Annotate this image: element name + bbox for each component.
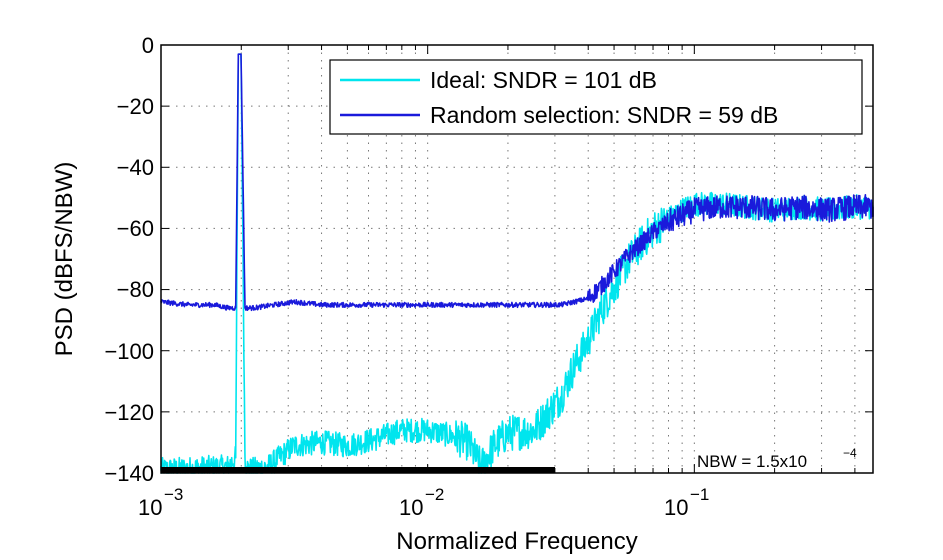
noise-floor-bar	[161, 467, 555, 473]
y-tick-label: −140	[104, 461, 154, 486]
x-tick-labels: 10 −3 10 −2 10 −1	[138, 485, 709, 520]
tick-marks	[160, 44, 873, 474]
nbw-exponent: −4	[843, 446, 857, 460]
legend-label-random: Random selection: SNDR = 59 dB	[430, 102, 778, 128]
y-tick-label: −60	[117, 216, 154, 241]
y-tick-labels: 0 −20 −40 −60 −80 −100 −120 −140	[104, 33, 154, 486]
y-tick-label: −100	[104, 339, 154, 364]
x-tick-label: 10	[138, 495, 162, 520]
y-tick-label: 0	[142, 33, 154, 58]
y-tick-label: −80	[117, 277, 154, 302]
x-tick-exponent: −3	[164, 485, 183, 504]
legend-label-ideal: Ideal: SNDR = 101 dB	[430, 67, 657, 93]
x-tick-label: 10	[399, 495, 423, 520]
y-tick-label: −40	[117, 155, 154, 180]
x-axis-title: Normalized Frequency	[396, 528, 637, 555]
series-lines	[160, 53, 874, 474]
x-tick-exponent: −2	[425, 485, 444, 504]
nbw-annotation: NBW = 1.5x10 −4	[697, 446, 857, 471]
plot-frame	[160, 44, 874, 474]
y-axis-title: PSD (dBFS/NBW)	[51, 162, 78, 357]
legend: Ideal: SNDR = 101 dB Random selection: S…	[329, 59, 863, 135]
legend-box	[329, 59, 863, 135]
y-tick-label: −20	[117, 94, 154, 119]
y-tick-label: −120	[104, 400, 154, 425]
series-line-random	[160, 53, 874, 312]
x-tick-exponent: −1	[690, 485, 709, 504]
x-tick-label: 10	[664, 495, 688, 520]
nbw-label: NBW = 1.5x10	[697, 452, 807, 471]
